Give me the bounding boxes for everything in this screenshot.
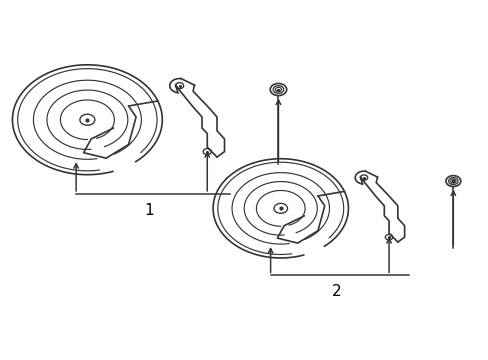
Text: 1: 1 — [144, 203, 154, 218]
Text: 2: 2 — [331, 284, 341, 299]
